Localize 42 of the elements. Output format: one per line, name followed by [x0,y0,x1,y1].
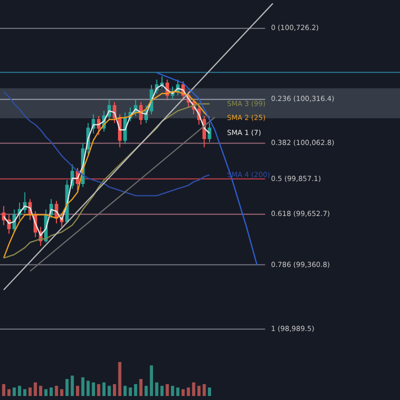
bar [2,384,6,396]
candlestick [208,122,212,142]
bar [12,388,16,396]
bar [118,362,122,396]
bar [170,386,174,396]
bar [192,382,196,396]
bar [39,386,42,396]
bar [81,377,84,396]
bar [112,384,116,396]
bar [60,389,64,396]
bar [54,386,58,396]
bar [108,386,111,396]
bar [182,389,185,396]
bar [65,379,69,396]
bar [86,380,90,396]
bar [23,389,26,396]
bar [70,376,74,396]
bar [7,389,11,396]
bar [28,388,32,396]
bar [202,384,206,396]
bar [160,386,164,396]
bar [92,382,95,396]
bar [18,386,22,396]
bar [123,386,127,396]
bar [134,384,138,396]
bar [102,382,106,396]
bar [44,389,48,396]
bar [128,388,132,396]
bar [50,388,53,396]
bar [176,388,180,396]
bar [155,382,158,396]
bar [186,388,190,396]
bar [76,386,80,396]
bar [144,386,148,396]
bar [208,388,212,396]
bar [34,382,37,396]
bar [197,386,201,396]
candlestick [139,102,143,126]
bar [97,384,100,396]
bar [139,379,142,396]
bar [150,365,154,396]
bar [166,384,169,396]
